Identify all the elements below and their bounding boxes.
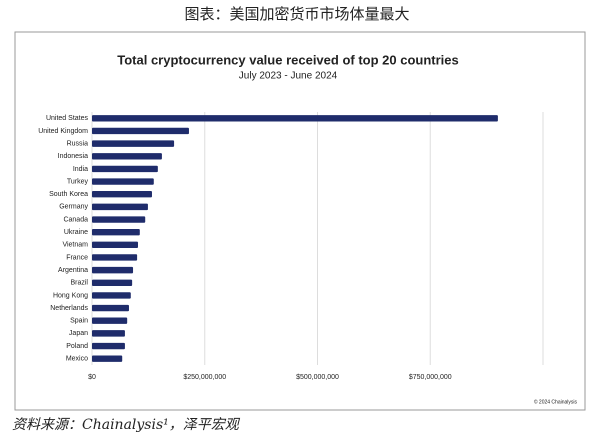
bar: [92, 153, 162, 160]
y-tick-label: Germany: [59, 204, 88, 211]
y-tick-label: Hong Kong: [53, 292, 88, 299]
bar: [92, 203, 148, 211]
chart-title: Total cryptocurrency value received of t…: [117, 52, 458, 67]
y-tick-label: Canada: [63, 216, 88, 223]
bar: [92, 279, 133, 286]
bar: [92, 254, 138, 261]
x-tick-label: $250,000,000: [183, 374, 226, 381]
y-tick-label: United Kingdom: [38, 128, 88, 135]
y-tick-label: Poland: [66, 343, 88, 350]
caption: 图表：美国加密货币市场体量最大: [184, 5, 409, 23]
bar: [92, 266, 134, 274]
y-tick-label: Ukraine: [64, 229, 88, 236]
bar: [92, 304, 129, 312]
bar: [92, 127, 189, 135]
bar: [92, 342, 125, 350]
y-tick-label: Argentina: [58, 267, 88, 274]
credit: © 2024 Chainalysis: [534, 398, 578, 405]
bar: [92, 165, 158, 173]
bar: [92, 355, 123, 362]
bar: [92, 216, 146, 223]
bar: [92, 317, 128, 324]
y-tick-label: France: [66, 254, 88, 261]
chart-subtitle: July 2023 - June 2024: [239, 71, 338, 82]
bar: [92, 115, 498, 122]
bar: [92, 191, 152, 198]
x-tick-label: $0: [88, 374, 96, 381]
y-tick-label: Brazil: [70, 280, 88, 287]
y-tick-label: Russia: [67, 140, 89, 147]
bar: [92, 140, 175, 147]
y-tick-label: Mexico: [66, 356, 88, 363]
y-tick-label: South Korea: [49, 191, 88, 198]
bar: [92, 178, 154, 185]
bar: [92, 228, 140, 236]
y-tick-label: Spain: [70, 318, 88, 325]
y-tick-label: India: [73, 166, 88, 173]
y-tick-label: Vietnam: [62, 242, 88, 249]
source: 资料来源：Chainalysis¹，泽平宏观: [12, 417, 241, 433]
bar: [92, 330, 125, 337]
bar: [92, 292, 131, 299]
y-tick-label: United States: [46, 115, 89, 122]
x-tick-label: $750,000,000: [409, 374, 452, 381]
bar: [92, 241, 139, 249]
y-tick-label: Indonesia: [58, 153, 88, 160]
y-tick-label: Japan: [69, 330, 88, 337]
y-tick-label: Netherlands: [50, 305, 88, 312]
y-tick-label: Turkey: [67, 178, 89, 185]
x-tick-label: $500,000,000: [296, 374, 339, 381]
